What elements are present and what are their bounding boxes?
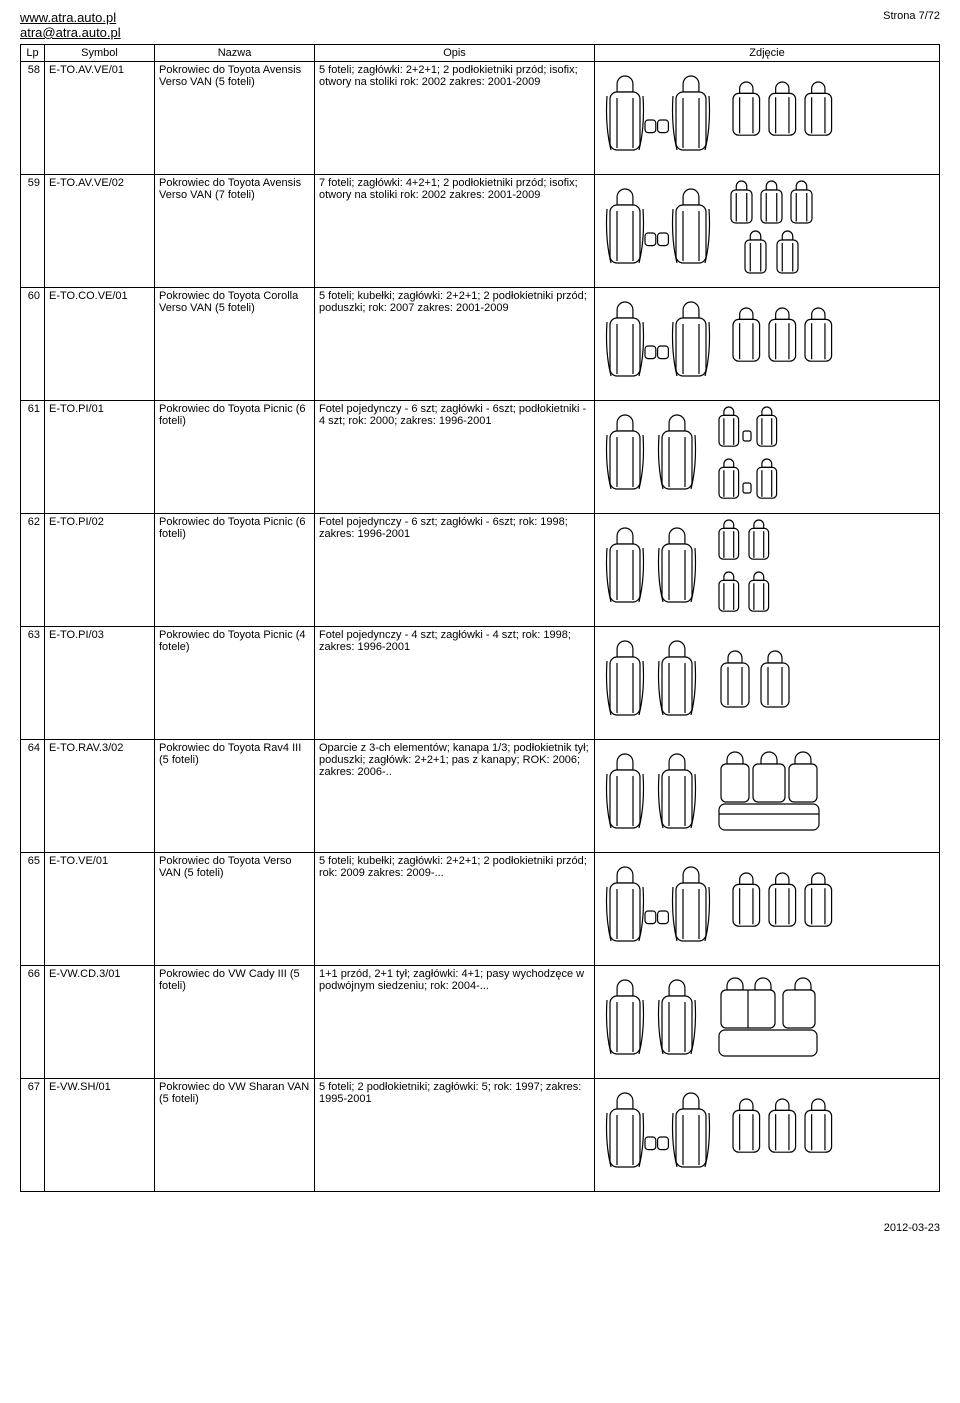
- page-number: Strona 7/72: [883, 10, 940, 22]
- table-row: 65E-TO.VE/01Pokrowiec do Toyota Verso VA…: [21, 853, 940, 966]
- cell-zdjecie: [595, 853, 940, 966]
- cell-nazwa: Pokrowiec do Toyota Picnic (6 foteli): [155, 514, 315, 627]
- cell-zdjecie: [595, 514, 940, 627]
- seat-diagram-icon: [713, 968, 823, 1076]
- seat-diagram-icon: [599, 290, 717, 398]
- table-row: 58E-TO.AV.VE/01Pokrowiec do Toyota Avens…: [21, 62, 940, 175]
- product-table: Lp Symbol Nazwa Opis Zdjęcie 58E-TO.AV.V…: [20, 44, 940, 1192]
- cell-zdjecie: [595, 401, 940, 514]
- cell-zdjecie: [595, 627, 940, 740]
- cell-opis: 5 foteli; kubełki; zagłówki: 2+2+1; 2 po…: [315, 853, 595, 966]
- cell-symbol: E-VW.CD.3/01: [45, 966, 155, 1079]
- seat-diagram-icon: [727, 855, 841, 963]
- site-email[interactable]: atra@atra.auto.pl: [20, 25, 121, 40]
- table-row: 66E-VW.CD.3/01Pokrowiec do VW Cady III (…: [21, 966, 940, 1079]
- table-row: 59E-TO.AV.VE/02Pokrowiec do Toyota Avens…: [21, 175, 940, 288]
- cell-lp: 62: [21, 514, 45, 627]
- table-row: 63E-TO.PI/03Pokrowiec do Toyota Picnic (…: [21, 627, 940, 740]
- cell-zdjecie: [595, 62, 940, 175]
- cell-nazwa: Pokrowiec do VW Cady III (5 foteli): [155, 966, 315, 1079]
- cell-symbol: E-TO.AV.VE/02: [45, 175, 155, 288]
- seat-diagram-icon: [599, 629, 703, 737]
- cell-zdjecie: [595, 966, 940, 1079]
- col-symbol: Symbol: [45, 45, 155, 62]
- cell-lp: 67: [21, 1079, 45, 1192]
- cell-symbol: E-VW.SH/01: [45, 1079, 155, 1192]
- cell-opis: Fotel pojedynczy - 6 szt; zagłówki - 6sz…: [315, 514, 595, 627]
- cell-lp: 58: [21, 62, 45, 175]
- col-nazwa: Nazwa: [155, 45, 315, 62]
- col-opis: Opis: [315, 45, 595, 62]
- cell-opis: 5 foteli; zagłówki: 2+2+1; 2 podłokietni…: [315, 62, 595, 175]
- cell-symbol: E-TO.PI/01: [45, 401, 155, 514]
- cell-opis: Fotel pojedynczy - 6 szt; zagłówki - 6sz…: [315, 401, 595, 514]
- cell-lp: 60: [21, 288, 45, 401]
- seat-diagram-icon: [599, 742, 703, 850]
- cell-zdjecie: [595, 175, 940, 288]
- seat-diagram-icon: [599, 968, 703, 1076]
- table-row: 64E-TO.RAV.3/02Pokrowiec do Toyota Rav4 …: [21, 740, 940, 853]
- cell-lp: 65: [21, 853, 45, 966]
- table-row: 60E-TO.CO.VE/01Pokrowiec do Toyota Corol…: [21, 288, 940, 401]
- cell-zdjecie: [595, 1079, 940, 1192]
- col-lp: Lp: [21, 45, 45, 62]
- cell-lp: 59: [21, 175, 45, 288]
- seat-diagram-icon: [713, 403, 785, 511]
- cell-symbol: E-TO.CO.VE/01: [45, 288, 155, 401]
- cell-lp: 63: [21, 627, 45, 740]
- cell-opis: 1+1 przód, 2+1 tył; zagłówki: 4+1; pasy …: [315, 966, 595, 1079]
- cell-opis: Oparcie z 3-ch elementów; kanapa 1/3; po…: [315, 740, 595, 853]
- cell-zdjecie: [595, 288, 940, 401]
- site-links: www.atra.auto.pl atra@atra.auto.pl: [20, 10, 121, 40]
- cell-nazwa: Pokrowiec do VW Sharan VAN (5 foteli): [155, 1079, 315, 1192]
- cell-lp: 64: [21, 740, 45, 853]
- seat-diagram-icon: [713, 742, 827, 850]
- table-row: 61E-TO.PI/01Pokrowiec do Toyota Picnic (…: [21, 401, 940, 514]
- seat-diagram-icon: [727, 177, 821, 285]
- seat-diagram-icon: [713, 629, 799, 737]
- cell-nazwa: Pokrowiec do Toyota Verso VAN (5 foteli): [155, 853, 315, 966]
- cell-opis: 7 foteli; zagłówki: 4+2+1; 2 podłokietni…: [315, 175, 595, 288]
- seat-diagram-icon: [599, 64, 717, 172]
- cell-lp: 66: [21, 966, 45, 1079]
- cell-nazwa: Pokrowiec do Toyota Rav4 III (5 foteli): [155, 740, 315, 853]
- cell-nazwa: Pokrowiec do Toyota Avensis Verso VAN (7…: [155, 175, 315, 288]
- cell-opis: 5 foteli; kubełki; zagłówki: 2+2+1; 2 po…: [315, 288, 595, 401]
- cell-opis: 5 foteli; 2 podłokietniki; zagłówki: 5; …: [315, 1079, 595, 1192]
- seat-diagram-icon: [599, 403, 703, 511]
- col-zdjecie: Zdjęcie: [595, 45, 940, 62]
- site-url[interactable]: www.atra.auto.pl: [20, 10, 121, 25]
- seat-diagram-icon: [599, 1081, 717, 1189]
- seat-diagram-icon: [727, 290, 841, 398]
- seat-diagram-icon: [727, 64, 841, 172]
- table-row: 67E-VW.SH/01Pokrowiec do VW Sharan VAN (…: [21, 1079, 940, 1192]
- cell-opis: Fotel pojedynczy - 4 szt; zagłówki - 4 s…: [315, 627, 595, 740]
- cell-nazwa: Pokrowiec do Toyota Picnic (6 foteli): [155, 401, 315, 514]
- table-row: 62E-TO.PI/02Pokrowiec do Toyota Picnic (…: [21, 514, 940, 627]
- seat-diagram-icon: [713, 516, 777, 624]
- cell-symbol: E-TO.PI/02: [45, 514, 155, 627]
- cell-symbol: E-TO.RAV.3/02: [45, 740, 155, 853]
- cell-nazwa: Pokrowiec do Toyota Avensis Verso VAN (5…: [155, 62, 315, 175]
- seat-diagram-icon: [599, 177, 717, 285]
- cell-symbol: E-TO.VE/01: [45, 853, 155, 966]
- cell-symbol: E-TO.PI/03: [45, 627, 155, 740]
- cell-nazwa: Pokrowiec do Toyota Picnic (4 fotele): [155, 627, 315, 740]
- footer-date: 2012-03-23: [0, 1212, 960, 1244]
- cell-symbol: E-TO.AV.VE/01: [45, 62, 155, 175]
- seat-diagram-icon: [727, 1081, 841, 1189]
- cell-zdjecie: [595, 740, 940, 853]
- table-header-row: Lp Symbol Nazwa Opis Zdjęcie: [21, 45, 940, 62]
- cell-lp: 61: [21, 401, 45, 514]
- seat-diagram-icon: [599, 516, 703, 624]
- cell-nazwa: Pokrowiec do Toyota Corolla Verso VAN (5…: [155, 288, 315, 401]
- seat-diagram-icon: [599, 855, 717, 963]
